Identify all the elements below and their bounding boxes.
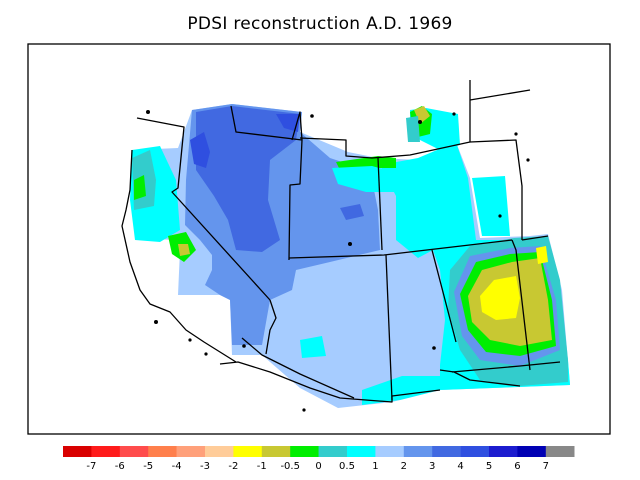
legend-tick-label: -4 [172,461,182,472]
legend-swatch [460,446,490,457]
legend-swatch [233,446,263,457]
field-blue-spot [340,204,364,220]
legend-tick-label: 0 [315,461,321,472]
legend-swatch [545,446,575,457]
legend-tick-label: 7 [543,461,549,472]
border-nevada-east [230,105,303,261]
map-frame [27,43,611,435]
field-dark-blue [190,132,210,168]
border-arizona-south [241,337,355,399]
legend-swatch [290,446,319,457]
field-central-green [336,156,396,170]
field-nw-green [134,175,146,200]
field-dark-blue-north [276,114,300,132]
border-kansas [511,239,531,371]
legend-tick-label: 3 [429,461,435,472]
legend-swatch [148,446,177,457]
field-nw-yellow [178,244,190,256]
legend-tick-label: 5 [486,461,492,472]
legend-swatch [375,446,405,457]
field-north-teal [406,116,420,142]
legend-tick-label: -6 [115,461,125,472]
border-colorado-east [431,249,457,343]
map-title: PDSI reconstruction A.D. 1969 [187,14,453,34]
border-east-top [469,89,531,101]
border-nw [136,117,271,301]
legend-swatch [432,446,461,457]
border-nebraska [521,235,549,241]
border-dakota [469,139,523,240]
legend-swatch [489,446,518,457]
border-nm-west [385,254,393,401]
legend-tick-label: -0.5 [280,461,300,472]
legend-tick-label: 1 [372,461,378,472]
legend-tick-label: -1 [257,461,267,472]
legend-tick-label: -3 [200,461,210,472]
legend-tick-label: -5 [143,461,153,472]
field-east-yellow [480,276,520,320]
lakes [146,110,530,412]
legend-swatch [517,446,547,457]
borders [121,80,561,403]
field-east-yellow-2 [536,246,548,264]
legend-tick-label: 6 [514,461,520,472]
border-texas [439,369,521,387]
legend-swatch [176,446,206,457]
field-blue-core [196,106,300,252]
border-mexico [219,361,441,403]
border-ca-az [265,299,277,355]
legend-swatch [63,446,92,457]
border-wyoming [377,157,383,251]
legend-swatch [119,446,149,457]
legend-swatch [403,446,433,457]
border-utah-colorado [288,239,513,259]
legend-tick-label: 2 [401,461,407,472]
border-idaho [291,111,303,141]
legend-swatch [91,446,121,457]
legend-tick-label: 4 [457,461,463,472]
field-cyan-ne [472,176,510,236]
legend-tick-label: -2 [228,461,238,472]
legend-swatch [347,446,376,457]
legend-swatch [261,446,291,457]
legend-colorbar: -7 -6 -5 -4 -3 -2 -1 -0.5 0 0.5 1 2 3 4 5 6 7 [63,446,575,472]
border-oklahoma [451,361,561,373]
legend-tick-label: -7 [86,461,96,472]
field-south-cyan [300,336,326,358]
legend-tick-label: 0.5 [339,461,355,472]
border-coast [121,149,237,363]
legend-swatch [205,446,234,457]
field-north-olive [414,106,430,124]
legend-swatch [318,446,348,457]
